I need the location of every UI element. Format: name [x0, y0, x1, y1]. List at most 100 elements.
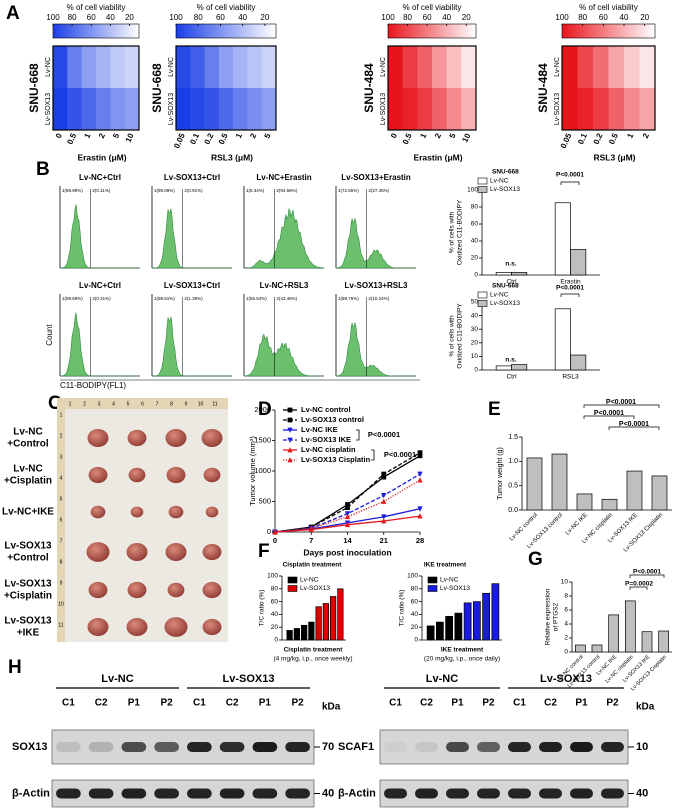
tumor — [167, 582, 185, 598]
y-tick-label: 0 — [564, 649, 568, 656]
y-tick-label: 40 — [471, 238, 479, 245]
lane-label: C2 — [95, 698, 108, 709]
column-label: 2 — [248, 131, 258, 139]
legend-swatch — [477, 291, 488, 299]
ruler-mark: 3 — [98, 401, 101, 407]
marker — [287, 447, 293, 453]
annotation: P<0.0001 — [633, 569, 661, 576]
x-axis-label: IKE treatment — [441, 647, 484, 654]
column-label: 0 — [389, 131, 399, 139]
heat-cell — [461, 88, 477, 131]
bar — [570, 354, 587, 371]
x-tick-label: 7 — [309, 536, 313, 545]
marker — [417, 513, 423, 519]
bar — [576, 493, 593, 511]
heat-cell — [53, 88, 68, 131]
legend-label: Lv-SOX13 — [490, 300, 520, 307]
x-tick-label: 0 — [273, 536, 277, 545]
colorbar-tick-label: 80 — [403, 13, 412, 22]
bar — [495, 365, 512, 371]
group-label: +IKE — [17, 628, 40, 639]
row-label: Lv-SOX13 — [168, 93, 175, 125]
heat-cell — [593, 46, 609, 89]
colorbar-tick-label: 60 — [599, 13, 608, 22]
band — [415, 788, 438, 799]
legend-label: Lv-NC — [490, 292, 509, 299]
ruler-mark: 9 — [185, 401, 188, 407]
heat-cell — [124, 46, 140, 89]
y-axis-label: Oxidized C11-BODIPY — [457, 303, 464, 369]
marker-label: 10 — [636, 741, 648, 753]
bar — [322, 603, 329, 641]
column-label: 0.1 — [576, 131, 589, 145]
tumor — [168, 505, 184, 519]
gate-label: 2(0.31%) — [92, 296, 111, 301]
band — [121, 788, 147, 799]
tumor — [126, 543, 148, 561]
gate-label: 1(72.55%) — [338, 188, 359, 193]
bar — [330, 596, 337, 641]
heat-cell — [639, 88, 656, 131]
band — [601, 788, 624, 799]
marker — [287, 417, 293, 423]
bar — [436, 621, 444, 641]
group-label: Lv-NC — [13, 464, 42, 475]
colorbar-tick-label: 100 — [46, 13, 60, 22]
gate-label: 2(1.39%) — [184, 296, 203, 301]
chart-title: SNU-668 — [492, 283, 519, 290]
y-tick-label: 80 — [411, 586, 419, 593]
colorbar-tick-label: 60 — [423, 13, 432, 22]
group-label: +Control — [7, 553, 49, 564]
y-tick-label: 100 — [407, 573, 418, 580]
tumor — [203, 467, 221, 483]
heat-cell — [233, 46, 248, 89]
column-label: 0.1 — [188, 131, 201, 145]
lane-label: P2 — [161, 698, 174, 709]
heat-cell — [190, 46, 205, 89]
tumor — [87, 618, 109, 636]
band — [219, 788, 245, 799]
y-tick-label: 1500 — [254, 435, 271, 444]
y-tick-label: 1.5 — [508, 434, 518, 441]
heat-cell — [402, 46, 418, 89]
column-label: 1 — [83, 131, 93, 139]
tumor — [130, 506, 144, 518]
tumor — [166, 466, 186, 484]
y-axis-label: % of cells with — [449, 212, 456, 254]
group-label: Lv-NC+IKE — [2, 507, 54, 518]
gate-label: 1(98.61%) — [154, 296, 175, 301]
column-label: 0.2 — [592, 131, 605, 145]
ruler-mark: 5 — [60, 496, 63, 502]
tumor — [202, 618, 222, 636]
x-tick-label: Ctrl — [506, 279, 517, 286]
y-tick-label: 8 — [564, 593, 568, 600]
group-label: +Cisplatin — [4, 591, 52, 602]
band — [570, 788, 593, 799]
lane-label: C1 — [62, 698, 75, 709]
ruler-mark: 5 — [127, 401, 130, 407]
group-label: Lv-SOX13 — [4, 541, 52, 552]
marker — [287, 427, 293, 433]
marker — [308, 525, 314, 531]
marker — [417, 477, 423, 483]
bar — [626, 470, 643, 511]
y-axis-label: of PTGS2 — [553, 602, 560, 631]
colorbar-tick-label: 20 — [260, 13, 269, 22]
histogram — [243, 334, 324, 377]
bar — [473, 601, 481, 641]
y-tick-label: 10 — [471, 353, 479, 360]
band — [56, 788, 81, 799]
panel-label: E — [488, 399, 501, 420]
bar — [551, 453, 568, 511]
bar — [624, 600, 636, 653]
y-tick-label: 40 — [411, 611, 419, 618]
y-tick-label: 2000 — [254, 405, 271, 414]
ruler-mark: 8 — [60, 559, 63, 565]
chart-title: Cisplatin treatment — [283, 562, 343, 569]
panel-label: D — [258, 399, 272, 420]
heat-cell — [562, 88, 578, 131]
heat-cell — [402, 88, 418, 131]
column-label: 0.5 — [607, 131, 620, 145]
lane-label: P1 — [128, 698, 141, 709]
